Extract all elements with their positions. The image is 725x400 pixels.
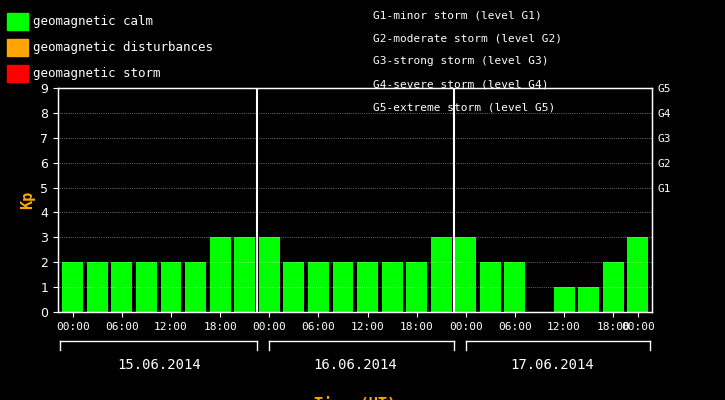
Text: geomagnetic calm: geomagnetic calm xyxy=(33,15,153,28)
Text: G2-moderate storm (level G2): G2-moderate storm (level G2) xyxy=(373,33,563,43)
Bar xyxy=(185,262,206,312)
Bar xyxy=(210,237,231,312)
Text: geomagnetic storm: geomagnetic storm xyxy=(33,67,160,80)
Bar xyxy=(333,262,353,312)
Bar xyxy=(554,287,574,312)
Bar xyxy=(627,237,648,312)
Text: Time (UT): Time (UT) xyxy=(314,397,397,400)
Bar xyxy=(578,287,599,312)
Text: G4-severe storm (level G4): G4-severe storm (level G4) xyxy=(373,80,549,90)
Bar xyxy=(602,262,624,312)
Bar xyxy=(381,262,402,312)
Bar xyxy=(234,237,255,312)
Bar xyxy=(455,237,476,312)
Bar xyxy=(259,237,280,312)
Bar xyxy=(283,262,304,312)
Bar xyxy=(505,262,526,312)
Bar xyxy=(431,237,452,312)
Bar xyxy=(480,262,501,312)
Text: 15.06.2014: 15.06.2014 xyxy=(117,358,201,372)
Bar xyxy=(160,262,181,312)
Bar xyxy=(136,262,157,312)
Bar xyxy=(308,262,329,312)
Y-axis label: Kp: Kp xyxy=(20,191,35,209)
Text: 16.06.2014: 16.06.2014 xyxy=(313,358,397,372)
Text: 17.06.2014: 17.06.2014 xyxy=(510,358,594,372)
Bar xyxy=(112,262,132,312)
Bar xyxy=(62,262,83,312)
Text: G1-minor storm (level G1): G1-minor storm (level G1) xyxy=(373,10,542,20)
Bar xyxy=(406,262,427,312)
Text: geomagnetic disturbances: geomagnetic disturbances xyxy=(33,41,212,54)
Text: G5-extreme storm (level G5): G5-extreme storm (level G5) xyxy=(373,103,555,113)
Text: G3-strong storm (level G3): G3-strong storm (level G3) xyxy=(373,56,549,66)
Bar xyxy=(357,262,378,312)
Bar xyxy=(87,262,108,312)
